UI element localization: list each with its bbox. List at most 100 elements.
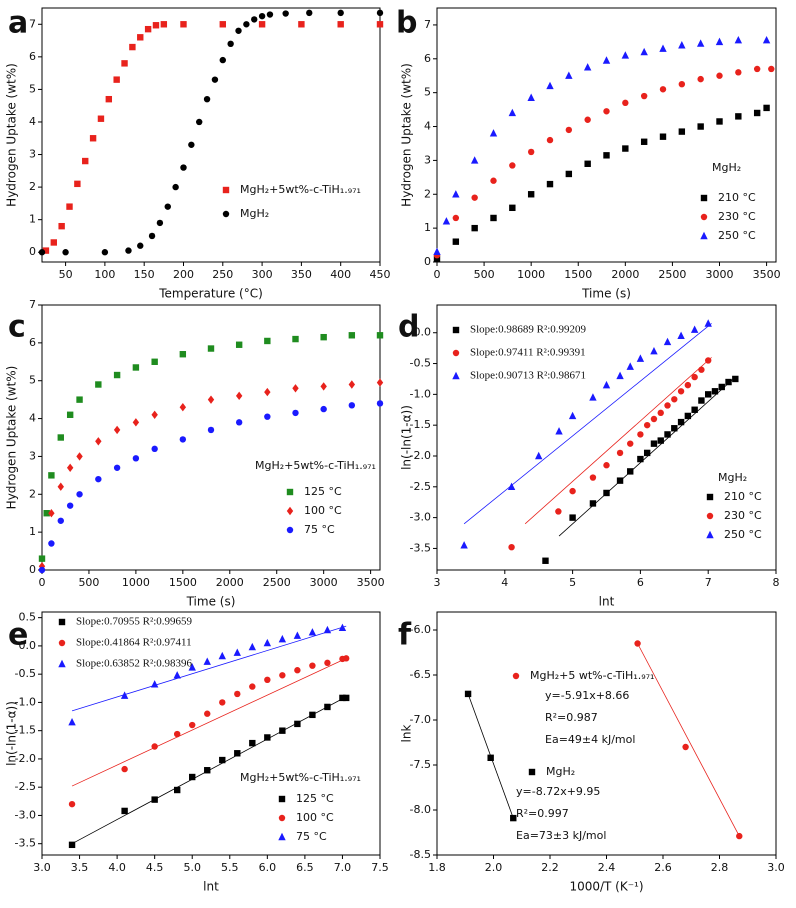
marker xyxy=(129,43,136,51)
marker xyxy=(324,703,331,711)
marker xyxy=(637,431,644,438)
panel-letter: d xyxy=(398,310,419,345)
x-tick-label: 2.6 xyxy=(654,861,672,874)
marker xyxy=(323,625,332,634)
y-tick-label: -2.0 xyxy=(410,449,431,462)
marker xyxy=(622,99,629,107)
marker xyxy=(569,487,576,495)
marker xyxy=(433,255,441,262)
marker xyxy=(626,362,634,370)
marker xyxy=(62,249,69,256)
plot-frame xyxy=(436,304,777,571)
marker xyxy=(113,464,121,471)
marker xyxy=(684,381,692,389)
marker xyxy=(266,11,274,18)
x-axis-label: Temperature (°C) xyxy=(158,287,263,301)
legend-label: 125 °C xyxy=(296,792,334,805)
marker xyxy=(151,445,158,453)
y-tick-label: -6.5 xyxy=(410,668,431,681)
marker xyxy=(292,409,299,417)
fit-legend-marker xyxy=(58,659,66,668)
marker xyxy=(219,56,226,64)
marker xyxy=(227,40,234,48)
y-tick-label: -2.5 xyxy=(15,780,36,793)
marker xyxy=(156,219,164,227)
marker xyxy=(527,191,535,198)
y-tick-label: -8.5 xyxy=(410,848,431,861)
legend-label: 75 °C xyxy=(304,523,335,536)
marker xyxy=(309,711,316,719)
marker xyxy=(58,222,65,230)
legend-label: 230 °C xyxy=(718,210,756,223)
fit-legend-marker xyxy=(452,371,460,380)
x-tick-label: 3.0 xyxy=(33,861,51,874)
marker xyxy=(235,341,243,348)
legend-label: MgH₂+5 wt%-c-TiH₁.₉₇₁ xyxy=(530,669,654,682)
marker xyxy=(678,41,686,49)
marker xyxy=(43,510,50,517)
legend-marker xyxy=(278,814,286,822)
x-tick-label: 5.0 xyxy=(183,861,201,874)
marker xyxy=(151,358,158,365)
marker xyxy=(132,418,140,427)
y-tick-label: 4 xyxy=(29,115,36,128)
panel-letter: a xyxy=(8,6,28,41)
marker xyxy=(487,754,494,761)
x-tick-label: 2.0 xyxy=(485,861,503,874)
marker xyxy=(234,750,241,757)
marker xyxy=(697,123,704,130)
legend-marker xyxy=(706,512,714,520)
marker xyxy=(546,81,554,90)
legend-title: MgH₂ xyxy=(718,471,747,484)
fit-line xyxy=(71,625,347,712)
x-tick-label: 1.8 xyxy=(428,861,446,874)
x-tick-label: 3000 xyxy=(706,268,734,281)
marker xyxy=(66,411,74,418)
marker xyxy=(219,21,226,28)
y-tick-label: -0.5 xyxy=(410,357,431,370)
legend-label: 250 °C xyxy=(718,229,756,242)
x-tick-label: 250 xyxy=(212,268,233,281)
marker xyxy=(753,65,761,73)
y-tick-label: 4 xyxy=(29,412,36,425)
marker xyxy=(173,671,181,679)
fit-label: Slope:0.41864 R²:0.97411 xyxy=(76,637,192,649)
marker xyxy=(203,95,211,103)
y-tick-label: -7.0 xyxy=(410,713,431,726)
marker xyxy=(546,136,554,144)
marker xyxy=(179,351,187,358)
x-tick-label: 5 xyxy=(569,576,576,589)
marker xyxy=(160,21,168,28)
marker xyxy=(734,35,743,44)
marker xyxy=(684,412,692,420)
marker xyxy=(471,194,478,201)
y-tick-label: 3 xyxy=(29,148,36,161)
marker xyxy=(616,477,624,484)
y-tick-label: 6 xyxy=(29,50,36,63)
marker xyxy=(376,332,384,339)
marker xyxy=(207,345,215,352)
y-tick-label: 0.0 xyxy=(414,326,432,339)
marker xyxy=(95,381,102,388)
marker xyxy=(376,400,384,407)
marker xyxy=(584,116,591,123)
marker xyxy=(763,104,770,112)
marker xyxy=(634,640,641,647)
x-tick-label: 2.8 xyxy=(711,861,729,874)
marker xyxy=(219,756,226,764)
marker xyxy=(207,395,215,404)
y-tick-label: -3.0 xyxy=(15,808,36,821)
legend-marker xyxy=(700,194,708,202)
x-tick-label: 500 xyxy=(474,268,495,281)
marker xyxy=(508,108,517,117)
marker xyxy=(555,508,562,515)
legend-label: 75 °C xyxy=(296,830,327,843)
marker xyxy=(97,115,105,122)
marker xyxy=(278,634,287,643)
marker xyxy=(188,141,195,148)
marker xyxy=(95,475,102,483)
y-tick-label: 3 xyxy=(29,449,36,462)
marker xyxy=(101,249,109,256)
y-tick-label: 1 xyxy=(29,213,36,226)
